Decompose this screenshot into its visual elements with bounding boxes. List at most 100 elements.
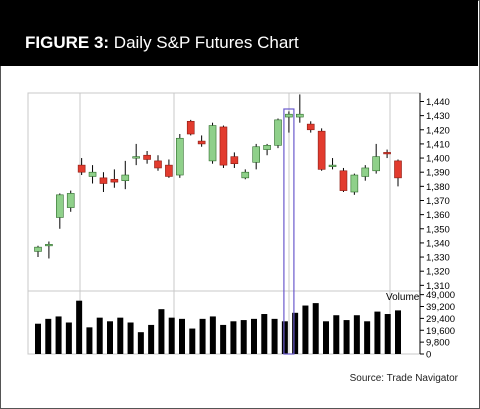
candle-body: [88, 171, 97, 177]
volume-bar: [45, 318, 52, 354]
volume-bar: [353, 315, 360, 354]
candle-body: [197, 140, 206, 145]
price-candles: [34, 94, 402, 355]
price-tick-label: 1,350: [426, 224, 450, 235]
price-tick-label: 1,340: [426, 238, 450, 249]
volume-bar: [158, 309, 165, 354]
candle-body: [56, 194, 64, 218]
axis-tick-labels: 1,440 1,430 1,420 1,410 1,400 1,390 1,380 1,370…: [386, 97, 455, 361]
volume-tick-label: 9,800: [426, 338, 450, 349]
candle-body: [306, 123, 315, 131]
volume-bar: [384, 314, 391, 354]
candle-body: [132, 156, 140, 159]
volume-bar: [323, 321, 329, 354]
volume-bar: [292, 312, 299, 354]
candle-body: [383, 152, 391, 155]
volume-bar: [209, 316, 216, 354]
volume-bar: [137, 332, 144, 354]
volume-bar: [302, 305, 309, 354]
volume-bar: [168, 317, 175, 354]
candle-body: [274, 119, 282, 146]
volume-bar: [261, 314, 268, 354]
volume-bar: [333, 315, 340, 354]
volume-tick-label: 19,600: [426, 326, 455, 337]
volume-bar: [230, 321, 237, 354]
candle-body: [241, 171, 250, 179]
candle-body: [165, 164, 173, 177]
candle-body: [285, 113, 293, 118]
candle-body: [121, 174, 130, 181]
volume-tick-label: 0: [426, 350, 431, 361]
candle-body: [328, 164, 337, 167]
source-note: Source: Trade Navigator: [349, 373, 458, 384]
price-tick-label: 1,410: [426, 139, 450, 150]
volume-bar: [220, 324, 227, 354]
price-tick-label: 1,430: [426, 111, 450, 122]
candle-body: [34, 246, 42, 252]
price-tick-label: 1,370: [426, 196, 450, 207]
price-tick-label: 1,310: [426, 281, 450, 292]
candle-body: [77, 164, 86, 173]
volume-bar: [179, 318, 185, 354]
candle-body: [339, 170, 348, 191]
price-tick-label: 1,320: [426, 267, 450, 278]
candle-body: [186, 120, 195, 135]
volume-bar: [271, 318, 278, 354]
volume-bar: [189, 328, 196, 354]
price-tick-label: 1,400: [426, 154, 450, 165]
volume-bar: [199, 318, 206, 354]
volume-bar: [65, 322, 72, 354]
volume-tick-label: 39,200: [426, 302, 455, 313]
volume-bar: [395, 310, 401, 354]
volume-bar: [251, 318, 257, 354]
volume-bar: [374, 311, 381, 354]
volume-tick-label: 49,000: [426, 290, 455, 301]
candle-body: [208, 125, 217, 162]
candle-body: [361, 167, 370, 177]
figure-header: [0, 0, 478, 66]
candle-body: [263, 145, 271, 150]
volume-bar: [281, 321, 288, 354]
figure-label: FIGURE 3:: [25, 33, 110, 52]
volume-bar: [343, 320, 350, 354]
volume-bar: [35, 323, 41, 354]
candle-body: [230, 156, 239, 165]
price-tick-label: 1,380: [426, 182, 450, 193]
highlight-box: [283, 108, 295, 355]
volume-bar: [107, 321, 113, 354]
price-tick-label: 1,440: [426, 97, 450, 108]
price-tick-label: 1,390: [426, 168, 450, 179]
candle-body: [99, 177, 108, 184]
volume-bar: [76, 300, 83, 354]
volume-bar: [55, 316, 62, 354]
chart-axes: [419, 93, 424, 355]
candle-body: [66, 193, 75, 208]
volume-axis-label: Volume: [386, 292, 420, 303]
volume-bar: [364, 321, 371, 354]
candle-body: [110, 178, 119, 183]
price-tick-label: 1,360: [426, 210, 450, 221]
candle-body: [296, 113, 304, 118]
volume-bar: [148, 324, 155, 354]
price-tick-label: 1,330: [426, 253, 450, 264]
candle-body: [143, 154, 151, 160]
candle-body: [45, 244, 53, 247]
volume-bar: [240, 320, 247, 354]
candle-body: [394, 160, 402, 179]
candle-body: [372, 156, 380, 172]
price-tick-label: 1,420: [426, 125, 450, 136]
volume-bars: [35, 300, 401, 354]
volume-bar: [96, 317, 103, 354]
figure-title: FIGURE 3: Daily S&P Futures Chart: [25, 34, 299, 52]
candle-body: [176, 137, 184, 176]
candle-body: [317, 130, 326, 170]
candle-body: [350, 174, 359, 193]
volume-bar: [312, 303, 319, 354]
volume-bar: [86, 327, 93, 354]
volume-bar: [127, 322, 134, 354]
candle-body: [154, 160, 162, 169]
candle-body: [252, 146, 260, 163]
candle-body: [219, 126, 228, 166]
figure-title-text: Daily S&P Futures Chart: [113, 33, 299, 52]
